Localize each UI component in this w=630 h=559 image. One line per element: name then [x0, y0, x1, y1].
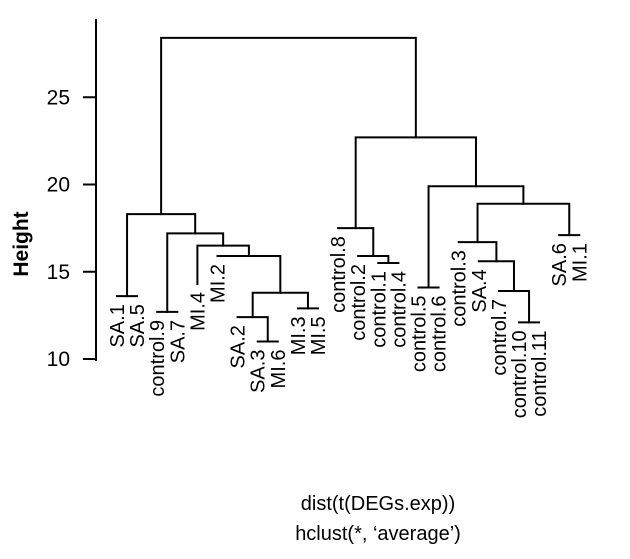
- merge-link-17: [457, 241, 498, 263]
- leaf-label: control.8: [328, 236, 350, 313]
- leaf-label: MI.5: [308, 316, 330, 355]
- leaf-label: SA.5: [127, 304, 149, 347]
- leaf-label: MI.4: [187, 292, 209, 331]
- leaf-label: control.9: [147, 320, 169, 397]
- merge-link-11: [357, 255, 390, 265]
- y-ticks: 10 15 20 25: [47, 86, 97, 371]
- leaf-label: control.5: [409, 295, 431, 372]
- leaf-label: control.6: [429, 295, 451, 372]
- merge-link-16: [477, 260, 515, 292]
- merge-link-9: [126, 213, 197, 298]
- y-tick-label: 15: [47, 261, 70, 284]
- leaf-label: control.10: [509, 330, 531, 418]
- leaf-label: SA.3: [248, 350, 270, 393]
- leaf-label: control.1: [368, 271, 390, 348]
- merge-link-6: [216, 255, 282, 294]
- leaf-labels: SA.1SA.5control.9SA.7MI.4MI.2SA.2SA.3MI.…: [107, 236, 591, 418]
- leaf-label: MI.3: [288, 316, 310, 355]
- dendrogram-links: [116, 36, 581, 343]
- leaf-label: MI.6: [268, 350, 290, 389]
- leaf-label: SA.1: [107, 304, 129, 347]
- leaf-label: MI.1: [569, 243, 591, 282]
- merge-link-5: [251, 291, 309, 319]
- subtitle-line-1: dist(t(DEGs.exp)): [301, 493, 455, 515]
- leaf-label: SA.6: [549, 243, 571, 286]
- y-axis-label: Height: [10, 211, 33, 276]
- y-tick-label: 10: [47, 348, 70, 371]
- leaf-label: MI.2: [208, 264, 230, 303]
- leaf-label: control.3: [449, 250, 471, 327]
- y-tick-label: 20: [47, 174, 70, 197]
- leaf-label: control.11: [529, 330, 551, 416]
- leaf-label: SA.4: [469, 269, 491, 312]
- merge-link-15: [497, 289, 531, 324]
- merge-link-12: [337, 227, 375, 258]
- merge-link-19: [476, 202, 571, 244]
- leaf-label: SA.2: [228, 325, 250, 368]
- merge-link-3: [236, 316, 269, 343]
- subtitle-line-2: hclust(*, ‘average’): [295, 523, 461, 545]
- y-tick-label: 25: [47, 86, 70, 109]
- merge-link-22: [160, 36, 417, 216]
- merge-link-21: [354, 136, 477, 230]
- leaf-label: control.2: [348, 264, 370, 341]
- leaf-label: SA.7: [167, 320, 189, 363]
- leaf-label: control.4: [388, 271, 410, 348]
- leaf-label: control.7: [489, 299, 511, 376]
